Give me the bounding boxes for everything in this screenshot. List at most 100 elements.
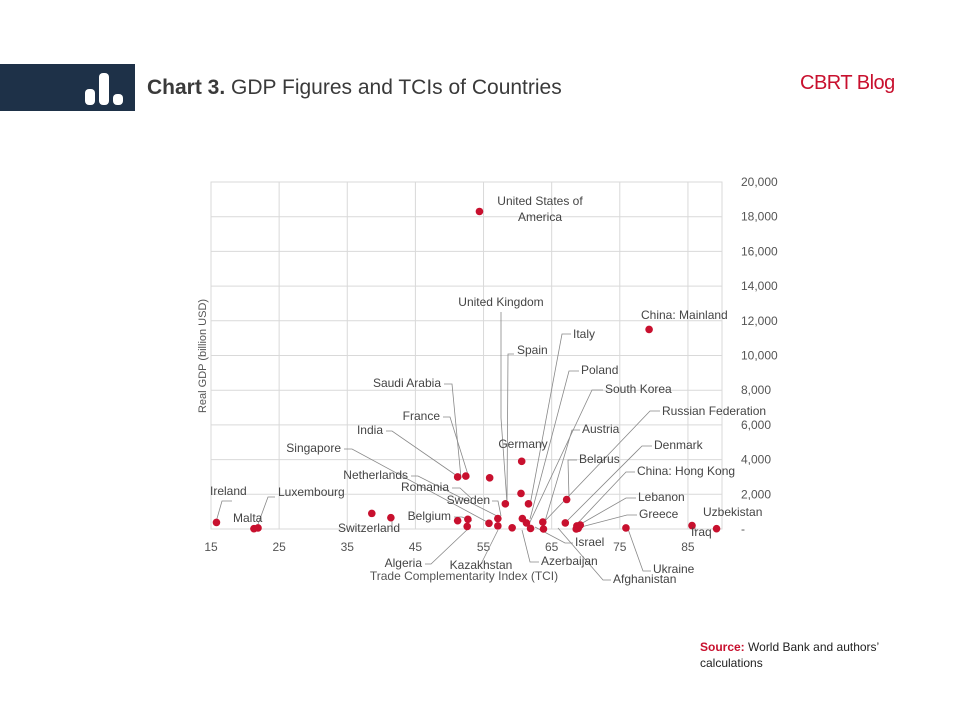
leader-line [452, 487, 473, 500]
y-tick-label: 2,000 [741, 487, 771, 501]
leader-line [500, 312, 508, 504]
data-point [494, 522, 502, 530]
data-point [508, 523, 516, 532]
leader-line [506, 353, 514, 501]
x-axis-title: Trade Complementarity Index (TCI) [370, 569, 558, 583]
source-text: World Bank and authors’ calculations [700, 640, 879, 670]
data-label: France [403, 409, 441, 423]
y-tick-label: 10,000 [741, 349, 778, 363]
data-point [462, 472, 470, 480]
data-label: Germany [498, 437, 547, 451]
leader-line [565, 445, 652, 523]
data-label: Belarus [579, 452, 620, 466]
data-label: Luxembourg [278, 485, 345, 499]
brand-logo: CBRT Blog [800, 72, 895, 94]
data-point [387, 513, 395, 522]
x-tick-label: 45 [409, 540, 423, 554]
data-point [517, 457, 526, 466]
leader-line [425, 526, 471, 565]
data-point [517, 489, 525, 498]
data-label: United States of [497, 194, 583, 208]
x-tick-label: 65 [545, 540, 559, 554]
data-point [561, 519, 570, 527]
source-label: Source: [700, 640, 745, 654]
data-label: Azerbaijan [541, 554, 598, 568]
leader-line [567, 459, 577, 499]
data-label: Kazakhstan [450, 558, 513, 572]
data-label: America [518, 210, 562, 224]
data-label: Poland [581, 363, 618, 377]
data-label: United Kingdom [458, 295, 543, 309]
data-label: South Korea [605, 382, 672, 396]
leader-line [444, 383, 462, 479]
data-label: Israel [575, 535, 604, 549]
x-tick-label: 25 [272, 540, 286, 554]
data-label: India [357, 423, 383, 437]
chart-title-text: GDP Figures and TCIs of Countries [231, 76, 562, 99]
leader-line [256, 496, 275, 528]
leader-line [443, 416, 470, 479]
leader-line [521, 529, 539, 563]
data-point [485, 474, 494, 482]
data-label: Iraq [691, 525, 712, 539]
source-note: Source: World Bank and authors’ calculat… [700, 639, 900, 671]
data-point [475, 207, 484, 216]
x-tick-label: 85 [681, 540, 695, 554]
data-label: Ireland [210, 484, 247, 498]
leader-line [344, 448, 490, 524]
data-label: Netherlands [343, 468, 408, 482]
x-tick-label: 55 [477, 540, 491, 554]
leader-line [529, 389, 603, 523]
data-label: Afghanistan [613, 572, 676, 586]
data-point [367, 509, 376, 518]
data-label: Belgium [408, 509, 451, 523]
data-point [485, 519, 493, 528]
data-label: Greece [639, 507, 679, 521]
data-label: Ukraine [653, 562, 695, 576]
data-point [645, 325, 653, 334]
y-tick-label: 8,000 [741, 383, 771, 397]
leader-line [529, 333, 571, 506]
y-tick-label: 16,000 [741, 244, 778, 258]
data-label: Spain [517, 343, 548, 357]
data-label: China: Mainland [641, 308, 728, 322]
data-label: Malta [233, 511, 263, 525]
x-tick-label: 35 [341, 540, 355, 554]
data-label: China: Hong Kong [637, 464, 735, 478]
data-point [453, 473, 462, 481]
data-label: Austria [582, 422, 620, 436]
y-tick-label: 18,000 [741, 210, 778, 224]
data-label: Switzerland [338, 521, 400, 535]
data-point [494, 514, 502, 523]
y-tick-label: 4,000 [741, 453, 771, 467]
y-tick-label: 20,000 [741, 175, 778, 189]
data-label: Romania [401, 480, 449, 494]
data-point [572, 525, 580, 533]
leader-line [492, 500, 502, 517]
y-axis-title: Real GDP (billion USD) [197, 299, 209, 413]
data-point [463, 522, 471, 531]
leader-line [557, 527, 611, 581]
data-label: Saudi Arabia [373, 376, 441, 390]
data-point [539, 525, 548, 533]
data-point [526, 524, 535, 533]
data-point [539, 518, 547, 526]
leader-line [386, 430, 461, 479]
data-point [254, 524, 262, 532]
data-label: Russian Federation [662, 404, 766, 418]
leader-line [542, 410, 660, 524]
bar-chart-icon [85, 73, 123, 105]
leader-line [411, 475, 500, 518]
y-tick-label: - [741, 522, 745, 536]
header-band [0, 64, 135, 111]
y-tick-label: 12,000 [741, 314, 778, 328]
data-label: Algeria [385, 556, 423, 570]
leader-line [542, 429, 580, 529]
data-label: Sweden [447, 493, 490, 507]
data-label: Italy [573, 327, 595, 341]
leader-line [580, 514, 637, 528]
chart-title: Chart 3. GDP Figures and TCIs of Countri… [147, 76, 562, 100]
data-point [688, 521, 696, 530]
leader-line [529, 370, 579, 520]
data-label: Singapore [286, 441, 341, 455]
